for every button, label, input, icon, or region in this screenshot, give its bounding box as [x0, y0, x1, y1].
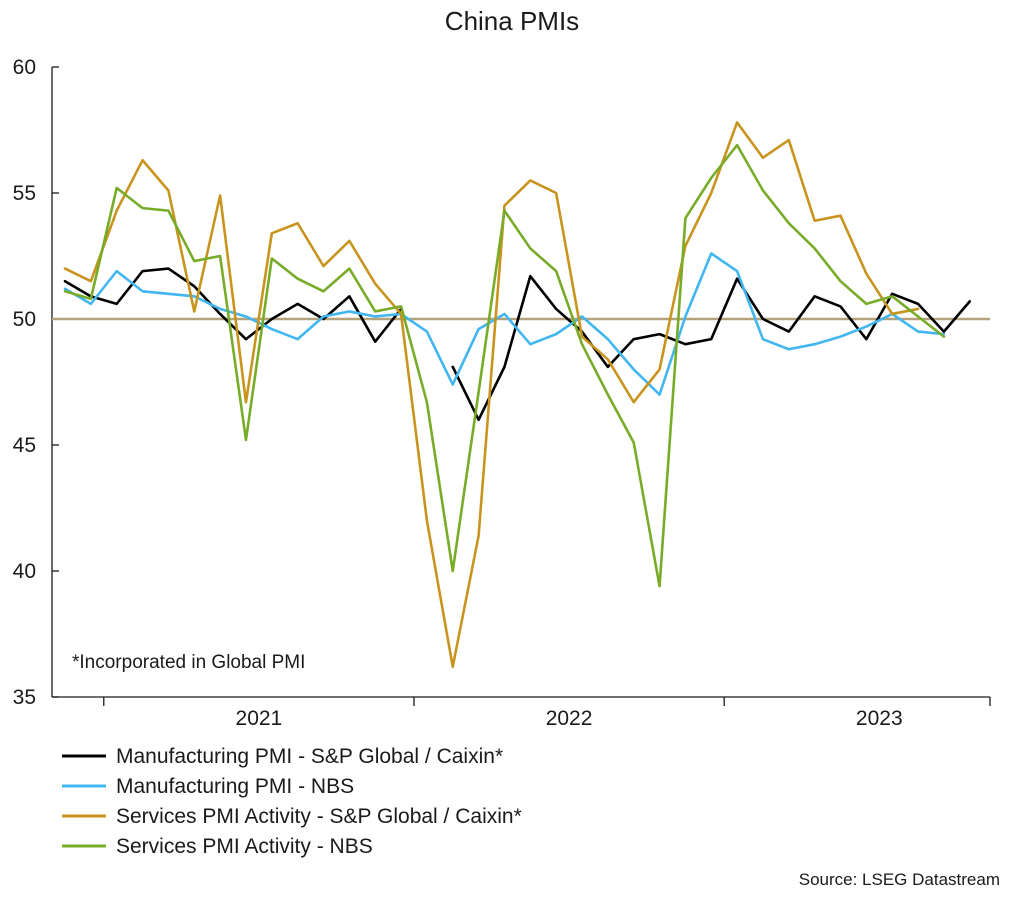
series-line-3 — [63, 121, 920, 669]
series-line-2 — [63, 252, 946, 396]
x-tick-label: 2022 — [546, 707, 593, 730]
legend: Manufacturing PMI - S&P Global / Caixin*… — [62, 745, 522, 858]
legend-label-1: Manufacturing PMI - S&P Global / Caixin* — [116, 745, 503, 768]
series-line-1 — [63, 267, 972, 422]
chart-title: China PMIs — [445, 6, 579, 36]
series-lines — [63, 121, 972, 669]
legend-label-4: Services PMI Activity - NBS — [116, 835, 373, 858]
x-axis: 2021 2022 2023 — [52, 696, 991, 730]
y-axis: 35 40 45 50 55 60 — [13, 56, 59, 709]
y-tick-label: 40 — [13, 560, 36, 583]
series-line-4 — [63, 143, 946, 588]
x-tick-label: 2023 — [856, 707, 903, 730]
y-tick-label: 60 — [13, 56, 36, 79]
legend-label-3: Services PMI Activity - S&P Global / Cai… — [116, 805, 522, 828]
x-tick-label: 2021 — [236, 707, 283, 730]
y-tick-label: 55 — [13, 182, 36, 205]
y-tick-label: 35 — [13, 686, 36, 709]
legend-label-2: Manufacturing PMI - NBS — [116, 775, 354, 798]
y-tick-label: 50 — [13, 308, 36, 331]
y-tick-label: 45 — [13, 434, 36, 457]
chart-note: *Incorporated in Global PMI — [72, 652, 305, 673]
chart-source: Source: LSEG Datastream — [799, 870, 1000, 889]
